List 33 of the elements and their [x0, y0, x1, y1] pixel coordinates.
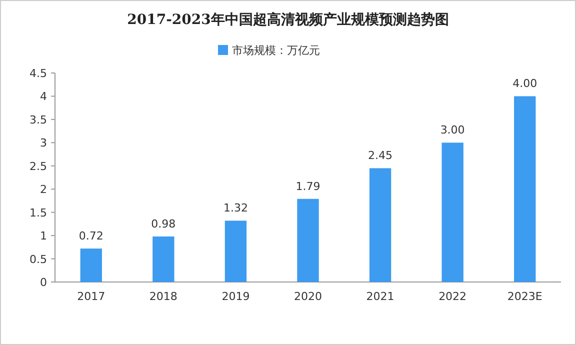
x-tick-label: 2019: [222, 290, 250, 303]
bar: [152, 236, 174, 282]
x-tick-label: 2020: [294, 290, 322, 303]
x-tick-label: 2018: [149, 290, 178, 303]
bar: [369, 168, 392, 282]
y-tick-label: 0.5: [30, 252, 47, 266]
y-tick-label: 1.5: [30, 206, 47, 220]
data-label: 0.72: [78, 230, 104, 243]
bar: [514, 96, 536, 282]
y-tick-label: 1: [40, 230, 47, 243]
y-tick-label: 2.5: [30, 160, 47, 173]
data-label: 2.45: [368, 149, 393, 162]
bar: [80, 248, 102, 282]
y-tick-label: 4.5: [30, 67, 47, 80]
y-tick-label: 2: [40, 183, 47, 196]
data-label: 1.32: [223, 202, 248, 215]
x-tick-label: 2023E: [507, 290, 542, 303]
bar: [442, 142, 464, 282]
data-label: 0.98: [151, 217, 176, 230]
y-tick-label: 3.5: [30, 113, 47, 126]
y-tick-label: 3: [40, 136, 47, 150]
x-tick-label: 2017: [77, 290, 106, 303]
bar: [297, 198, 319, 282]
y-tick-label: 0: [40, 276, 47, 289]
bar: [224, 220, 247, 282]
legend-label: 市场规模：万亿元: [232, 44, 320, 57]
data-label: 1.79: [296, 180, 320, 193]
chart-title: 2017-2023年中国超高清视频产业规模预测趋势图: [127, 11, 449, 28]
data-label: 4.00: [512, 77, 538, 90]
y-tick-label: 4: [40, 90, 47, 104]
data-label: 3.00: [440, 124, 465, 137]
x-tick-label: 2021: [366, 290, 394, 303]
x-tick-label: 2022: [438, 290, 467, 303]
